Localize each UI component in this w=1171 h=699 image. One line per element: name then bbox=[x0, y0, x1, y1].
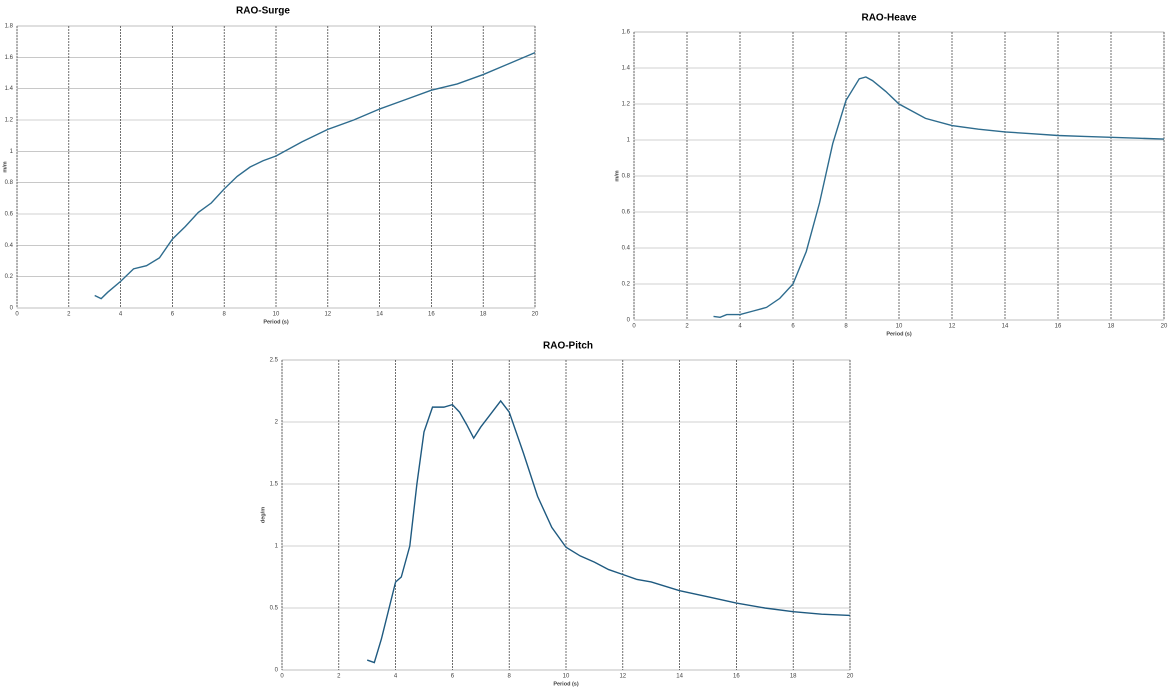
x-tick-label: 16 bbox=[733, 674, 740, 680]
chart-title: RAO-Surge bbox=[236, 6, 290, 17]
chart-title: RAO-Pitch bbox=[543, 341, 593, 352]
x-tick-label: 20 bbox=[847, 674, 854, 680]
x-tick-label: 12 bbox=[949, 324, 956, 330]
x-tick-label: 18 bbox=[790, 674, 797, 680]
y-tick-label: 0.8 bbox=[622, 174, 631, 180]
x-tick-label: 6 bbox=[791, 324, 795, 330]
x-tick-label: 10 bbox=[563, 674, 570, 680]
x-tick-label: 4 bbox=[119, 312, 123, 318]
x-tick-label: 10 bbox=[896, 324, 903, 330]
x-tick-label: 12 bbox=[619, 674, 626, 680]
x-tick-label: 14 bbox=[1002, 324, 1009, 330]
x-tick-label: 0 bbox=[632, 324, 636, 330]
y-tick-label: 1 bbox=[275, 544, 279, 550]
x-tick-label: 2 bbox=[67, 312, 71, 318]
x-tick-label: 16 bbox=[1055, 324, 1062, 330]
x-axis-label: Period (s) bbox=[553, 681, 579, 687]
y-tick-label: 1.2 bbox=[5, 118, 14, 124]
x-tick-label: 8 bbox=[508, 674, 512, 680]
y-axis-label: deg/m bbox=[260, 507, 266, 523]
x-tick-label: 20 bbox=[532, 312, 539, 318]
y-tick-label: 2.5 bbox=[270, 358, 279, 364]
x-tick-label: 6 bbox=[451, 674, 455, 680]
y-tick-label: 1.2 bbox=[622, 102, 631, 108]
x-tick-label: 4 bbox=[738, 324, 742, 330]
y-axis-label: m/m bbox=[2, 161, 8, 172]
y-tick-label: 0 bbox=[275, 668, 279, 674]
x-tick-label: 0 bbox=[15, 312, 19, 318]
y-tick-label: 1.4 bbox=[622, 66, 631, 72]
x-tick-label: 8 bbox=[223, 312, 227, 318]
y-tick-label: 0.8 bbox=[5, 180, 14, 186]
x-tick-label: 6 bbox=[171, 312, 175, 318]
x-tick-label: 10 bbox=[273, 312, 280, 318]
y-tick-label: 0 bbox=[627, 318, 631, 324]
x-tick-label: 2 bbox=[685, 324, 689, 330]
x-tick-label: 0 bbox=[280, 674, 284, 680]
y-tick-label: 1.5 bbox=[270, 482, 279, 488]
x-tick-label: 20 bbox=[1161, 324, 1168, 330]
x-tick-label: 4 bbox=[394, 674, 398, 680]
x-tick-label: 8 bbox=[844, 324, 848, 330]
y-tick-label: 2 bbox=[275, 420, 279, 426]
y-tick-label: 0.2 bbox=[5, 274, 14, 280]
x-tick-label: 18 bbox=[480, 312, 487, 318]
x-tick-label: 16 bbox=[428, 312, 435, 318]
chart-title: RAO-Heave bbox=[861, 13, 916, 24]
data-line bbox=[366, 399, 851, 664]
y-tick-label: 0.6 bbox=[622, 210, 631, 216]
y-tick-label: 1.8 bbox=[5, 24, 14, 30]
y-tick-label: 1.4 bbox=[5, 86, 14, 92]
y-tick-label: 0.2 bbox=[622, 282, 631, 288]
x-tick-label: 14 bbox=[376, 312, 383, 318]
y-tick-label: 1.6 bbox=[622, 30, 631, 36]
x-tick-label: 18 bbox=[1108, 324, 1115, 330]
x-axis-label: Period (s) bbox=[263, 319, 289, 325]
data-line bbox=[94, 51, 536, 300]
x-tick-label: 2 bbox=[337, 674, 341, 680]
y-tick-label: 0.4 bbox=[622, 246, 631, 252]
y-tick-label: 0.4 bbox=[5, 243, 14, 249]
y-axis-label: m/m bbox=[614, 170, 620, 181]
y-tick-label: 0.5 bbox=[270, 606, 279, 612]
x-axis-label: Period (s) bbox=[886, 331, 912, 337]
x-tick-label: 14 bbox=[676, 674, 683, 680]
y-tick-label: 1 bbox=[627, 138, 631, 144]
x-tick-label: 12 bbox=[324, 312, 331, 318]
y-tick-label: 0 bbox=[10, 306, 14, 312]
y-tick-label: 0.6 bbox=[5, 212, 14, 218]
y-tick-label: 1 bbox=[10, 149, 14, 155]
data-line bbox=[713, 76, 1165, 319]
y-tick-label: 1.6 bbox=[5, 55, 14, 61]
